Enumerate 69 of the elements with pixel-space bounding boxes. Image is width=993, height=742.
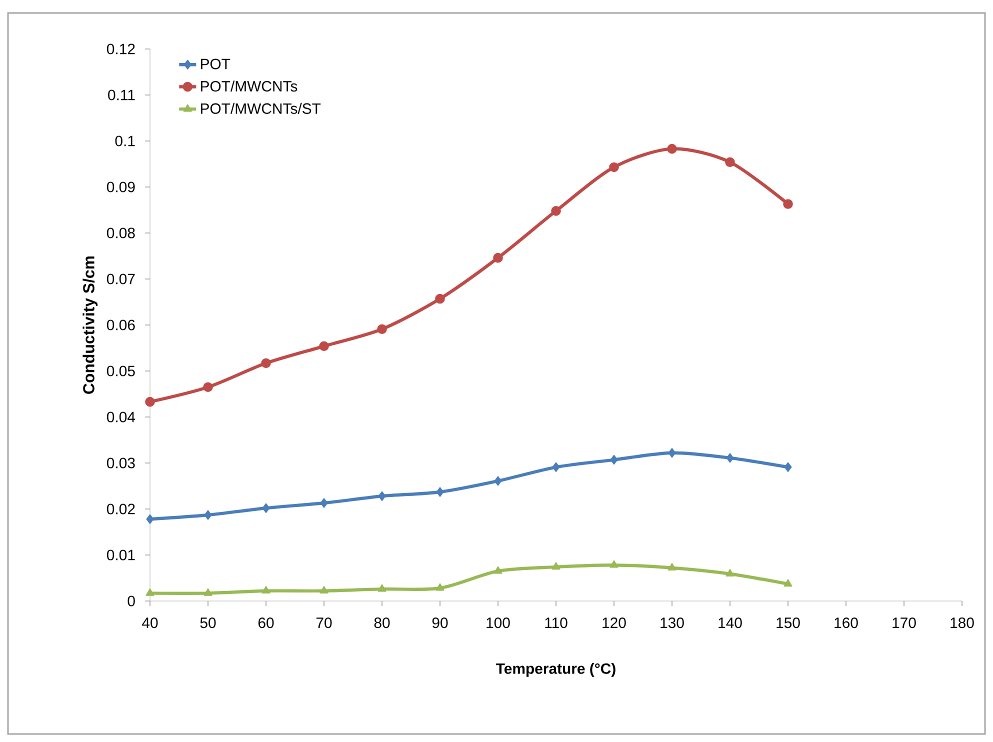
x-tick-label: 40 bbox=[142, 618, 158, 628]
legend-label: POT bbox=[200, 58, 230, 70]
point bbox=[668, 448, 676, 458]
point bbox=[610, 454, 618, 465]
y-tick-label: 0 bbox=[128, 596, 135, 606]
point bbox=[726, 453, 734, 463]
legend-label: POT/MWCNTs bbox=[200, 80, 298, 92]
point bbox=[784, 579, 792, 587]
y-tick-label: 0.12 bbox=[106, 44, 135, 54]
point bbox=[319, 341, 329, 352]
x-tick-label: 120 bbox=[602, 618, 626, 628]
y-tick-label: 0.02 bbox=[106, 504, 135, 514]
point bbox=[146, 588, 154, 596]
point bbox=[436, 583, 444, 591]
point bbox=[725, 157, 735, 168]
point bbox=[668, 562, 676, 571]
x-tick-label: 160 bbox=[834, 618, 858, 628]
point bbox=[320, 586, 328, 594]
point bbox=[204, 588, 212, 596]
x-tick-label: 90 bbox=[432, 618, 448, 628]
legend-label: POT/MWCNTs/ST bbox=[200, 102, 321, 114]
y-tick-label: 0.1 bbox=[115, 136, 135, 146]
x-axis-title: Temperature (°C) bbox=[496, 662, 616, 677]
point bbox=[610, 560, 618, 568]
y-tick-label: 0.08 bbox=[106, 228, 135, 238]
x-tick-label: 110 bbox=[545, 618, 568, 628]
point bbox=[261, 358, 271, 368]
y-tick-label: 0.11 bbox=[108, 90, 135, 100]
point bbox=[783, 199, 793, 209]
x-tick-label: 70 bbox=[316, 618, 332, 628]
y-tick-label: 0.07 bbox=[106, 274, 135, 284]
y-tick-label: 0.01 bbox=[106, 550, 135, 560]
y-axis-title: Conductivity S/cm bbox=[82, 256, 98, 394]
point bbox=[377, 324, 387, 334]
y-tick-label: 0.04 bbox=[106, 412, 136, 422]
point bbox=[320, 498, 328, 508]
point bbox=[784, 462, 792, 472]
x-tick-label: 60 bbox=[258, 618, 274, 628]
x-tick-label: 180 bbox=[950, 618, 974, 628]
point bbox=[552, 562, 560, 570]
y-tick-label: 0.06 bbox=[106, 320, 135, 330]
point bbox=[552, 462, 560, 472]
x-tick-label: 80 bbox=[374, 618, 390, 628]
point bbox=[436, 487, 444, 497]
point bbox=[145, 396, 155, 407]
y-tick-label: 0.09 bbox=[106, 182, 135, 192]
point bbox=[262, 586, 270, 594]
point bbox=[435, 294, 445, 304]
point bbox=[203, 382, 213, 392]
point bbox=[378, 491, 386, 502]
point bbox=[146, 514, 154, 524]
x-tick-label: 130 bbox=[660, 618, 684, 628]
x-tick-label: 150 bbox=[776, 618, 800, 628]
point bbox=[262, 503, 270, 513]
point bbox=[494, 566, 502, 574]
x-tick-label: 100 bbox=[486, 618, 510, 628]
point bbox=[494, 476, 502, 486]
point bbox=[551, 206, 561, 216]
x-tick-label: 170 bbox=[892, 618, 916, 628]
point bbox=[378, 584, 386, 592]
point bbox=[667, 144, 677, 154]
y-tick-label: 0.03 bbox=[106, 458, 135, 468]
point bbox=[204, 510, 212, 520]
point bbox=[726, 568, 734, 577]
point bbox=[493, 252, 503, 263]
y-tick-label: 0.05 bbox=[106, 366, 135, 376]
x-tick-label: 50 bbox=[200, 618, 216, 628]
point bbox=[609, 162, 619, 172]
x-tick-label: 140 bbox=[718, 618, 742, 628]
